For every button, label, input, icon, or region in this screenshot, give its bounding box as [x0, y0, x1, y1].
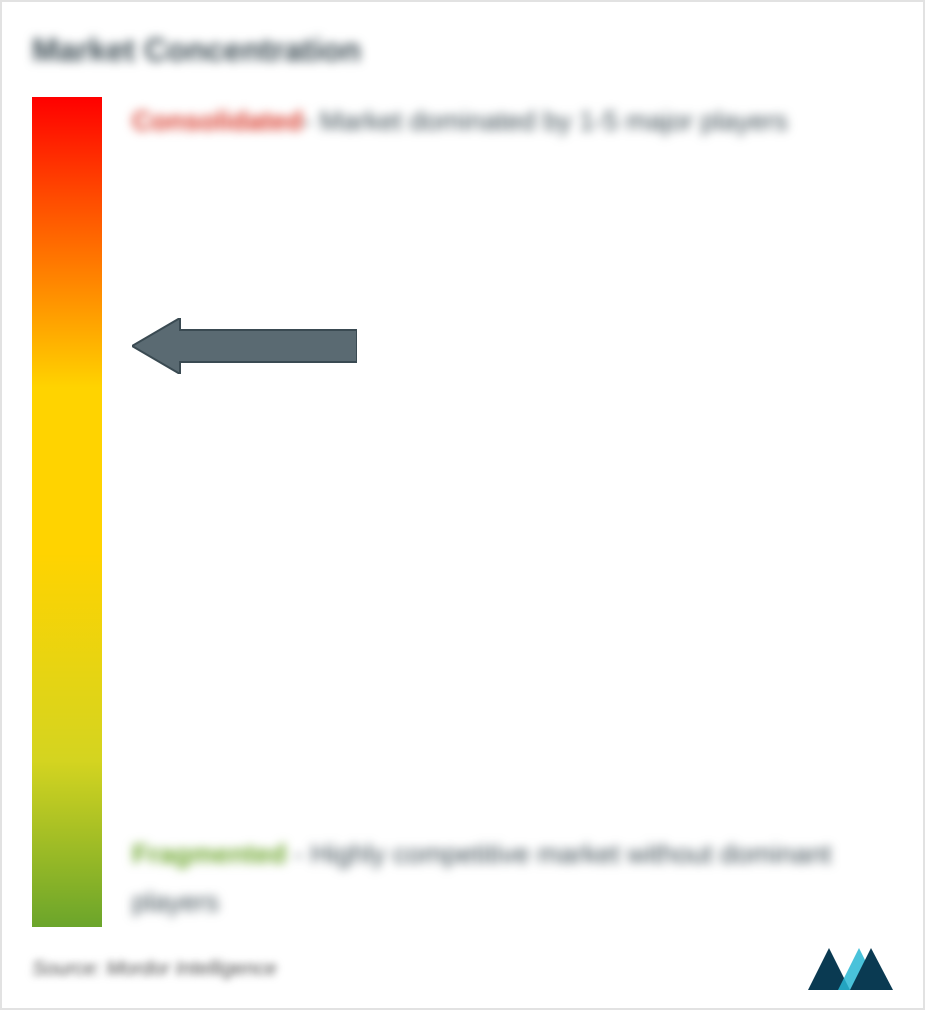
consolidated-keyword: Consolidated — [132, 106, 303, 136]
infographic-frame: Market Concentration Consolidated- Marke… — [0, 0, 925, 1010]
chart-title: Market Concentration — [32, 32, 893, 69]
labels-column: Consolidated- Market dominated by 1-5 ma… — [102, 97, 893, 927]
consolidated-description: Consolidated- Market dominated by 1-5 ma… — [132, 97, 883, 146]
fragmented-keyword: Fragmented — [132, 839, 287, 869]
brand-logo-icon — [808, 948, 893, 990]
concentration-gradient-bar — [32, 97, 102, 927]
arrow-polygon — [132, 318, 357, 374]
arrow-left-icon — [132, 318, 357, 374]
indicator-arrow — [132, 318, 357, 374]
consolidated-rest: - Market dominated by 1-5 major players — [303, 106, 788, 136]
gradient-bar-svg — [32, 97, 102, 927]
fragmented-description: Fragmented - Highly competitive market w… — [132, 830, 883, 927]
footer-row: Source: Mordor Intelligence — [32, 948, 893, 990]
content-row: Consolidated- Market dominated by 1-5 ma… — [32, 97, 893, 927]
source-attribution: Source: Mordor Intelligence — [32, 958, 277, 981]
